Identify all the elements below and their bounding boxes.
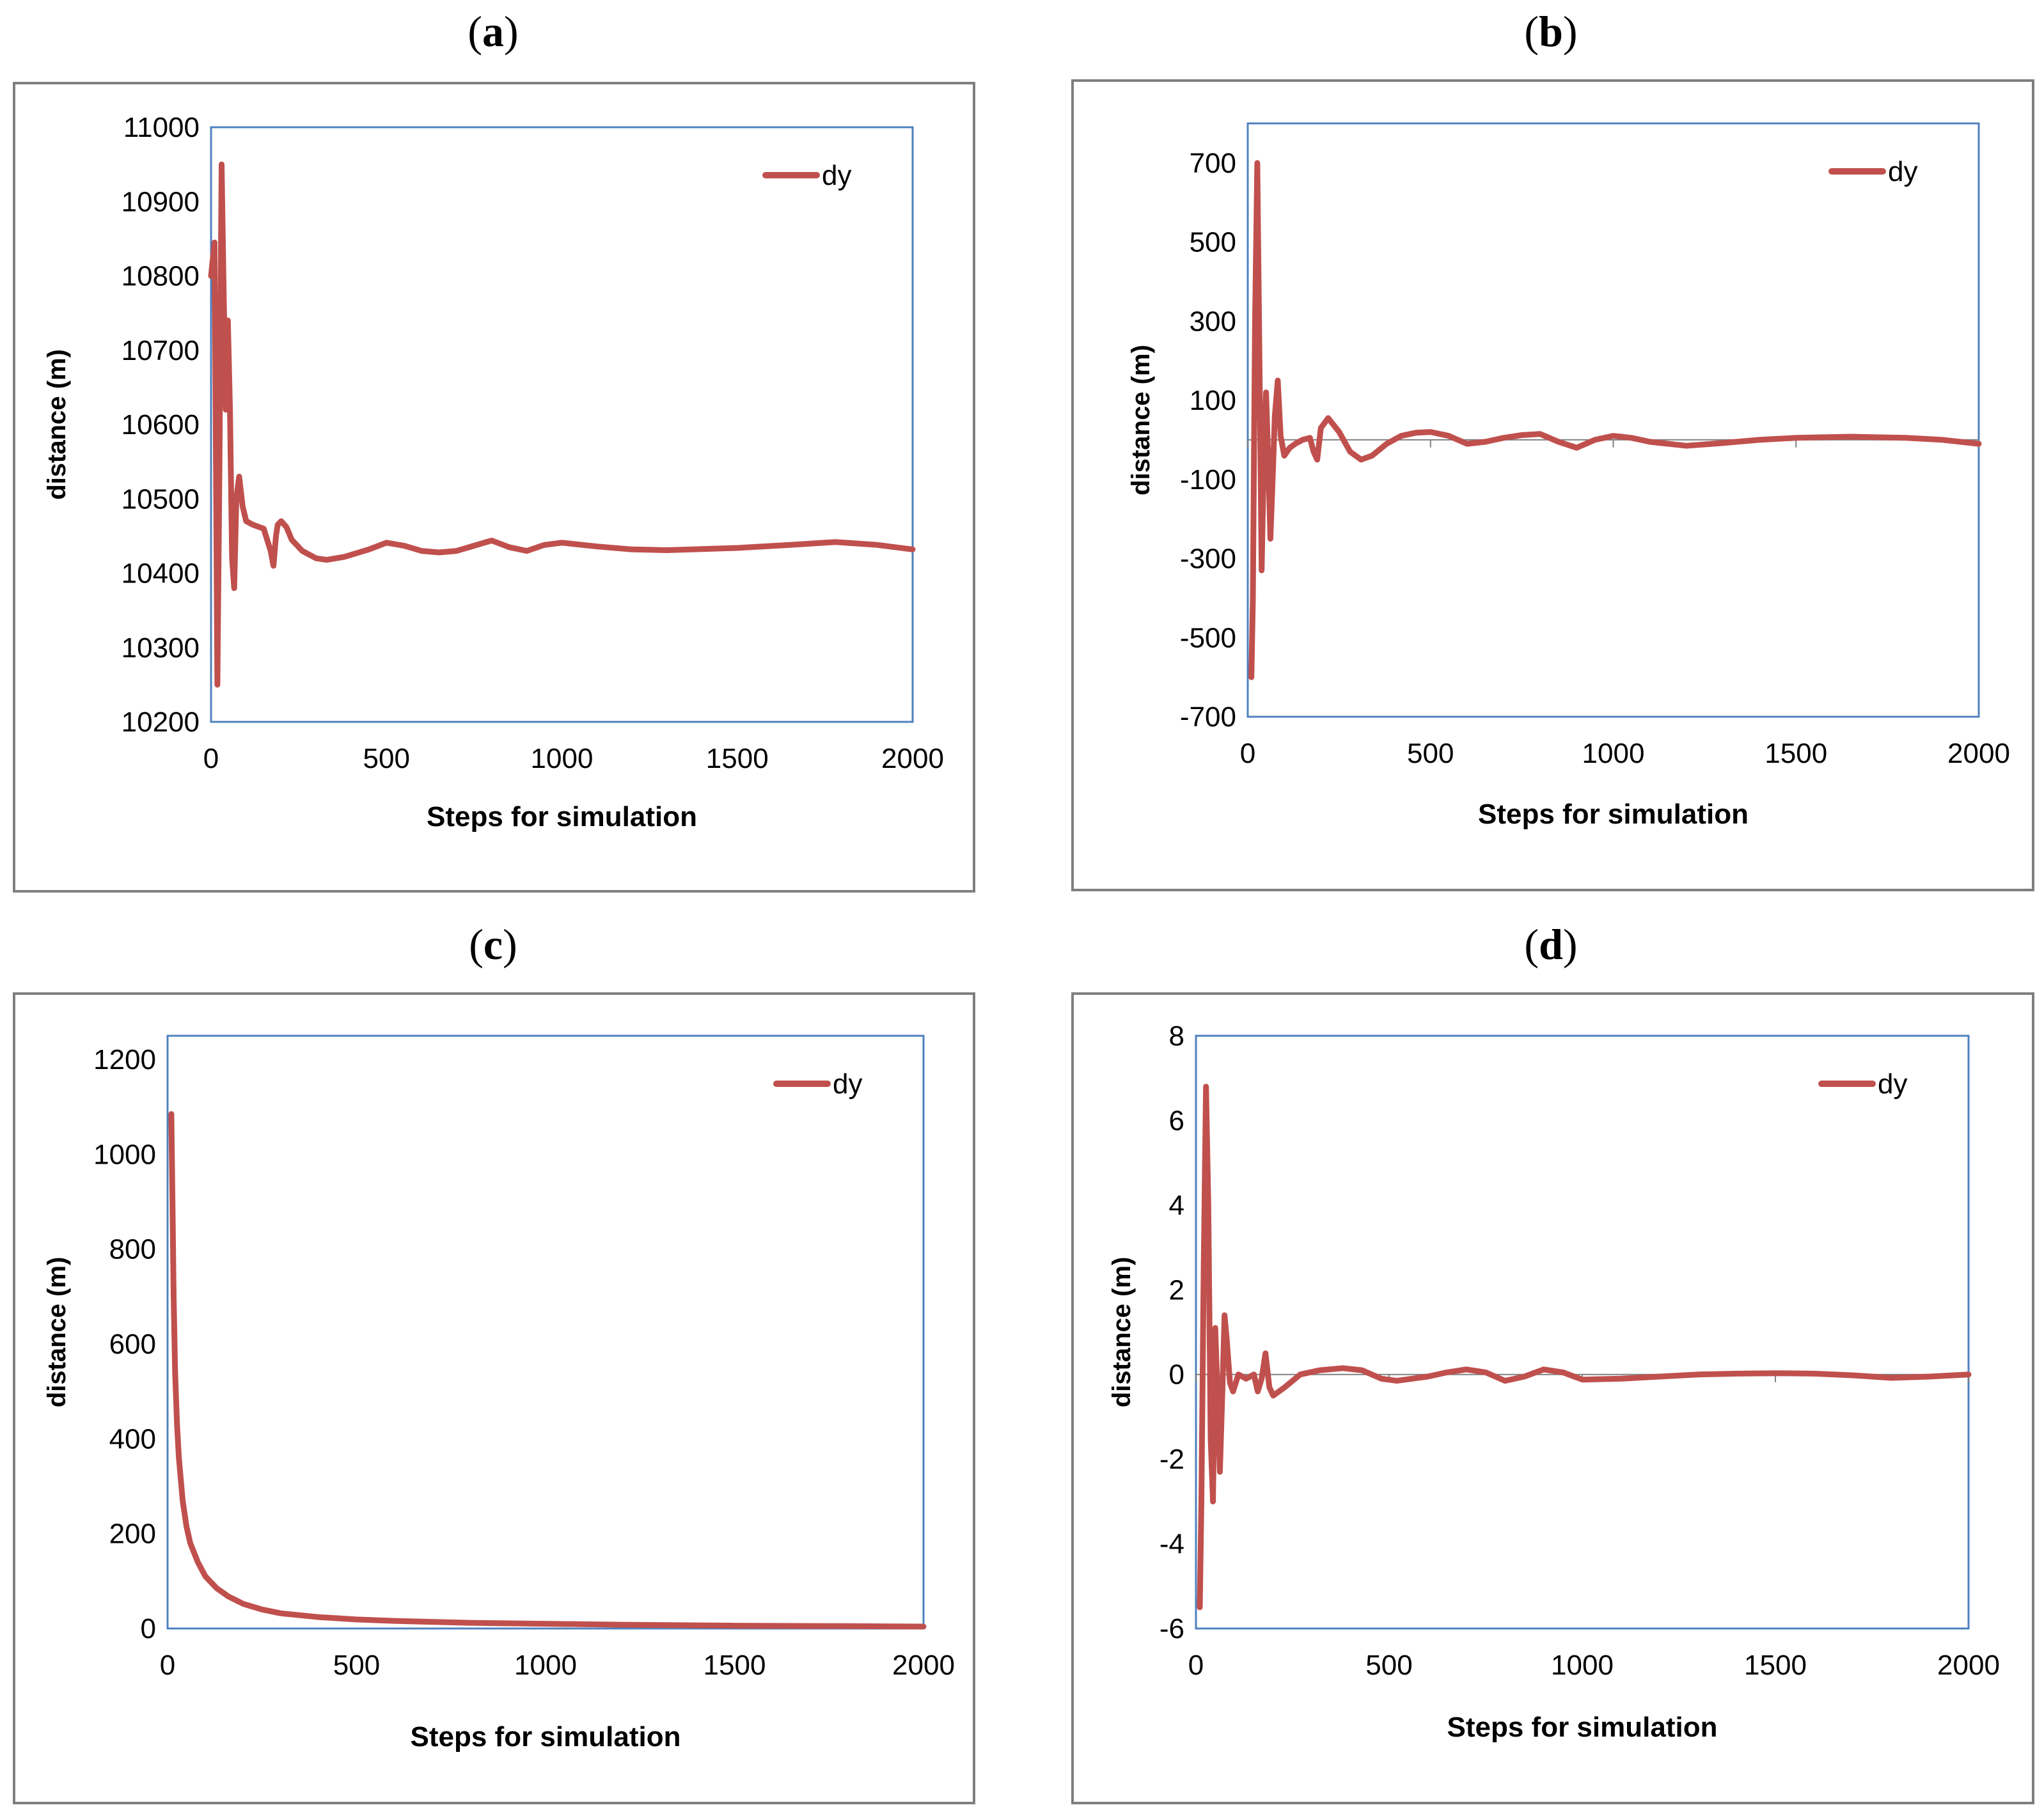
legend-label: dy: [833, 1068, 862, 1100]
x-tick-label: 0: [1240, 738, 1255, 769]
x-tick-label: 2000: [1947, 738, 2010, 769]
x-axis-title: Steps for simulation: [411, 1721, 681, 1753]
series-line-dy: [1197, 1084, 1972, 1611]
y-tick-label: 800: [109, 1234, 156, 1265]
y-axis-title: distance (m): [1108, 1257, 1136, 1408]
series-line-dy: [1248, 160, 1982, 680]
legend-label: dy: [1878, 1068, 1907, 1100]
y-tick-label: 600: [109, 1329, 156, 1360]
x-tick-label: 500: [1365, 1650, 1412, 1681]
y-tick-label: -500: [1180, 622, 1236, 653]
panel-label-a: (a): [468, 7, 519, 56]
y-tick-label: 500: [1190, 227, 1236, 258]
x-tick-label: 500: [1407, 738, 1454, 769]
y-tick-label: -700: [1180, 701, 1236, 733]
y-tick-label: 10700: [122, 335, 200, 366]
y-tick-label: 10500: [122, 483, 200, 515]
y-tick-label: 0: [1169, 1359, 1184, 1391]
chart-c: 0 200 400 600 800 1000 1200 0 500 1000 1500 2000 Ste…: [43, 1035, 955, 1753]
panel-label-c: (c): [469, 920, 517, 969]
legend-label: dy: [822, 160, 851, 191]
y-axis-title: distance (m): [1127, 345, 1155, 496]
y-tick-label: 1200: [93, 1044, 156, 1075]
y-tick-label: -100: [1180, 464, 1236, 496]
y-tick-label: -300: [1180, 543, 1236, 575]
y-tick-label: 8: [1169, 1020, 1184, 1052]
y-tick-label: 10600: [122, 409, 200, 441]
series-line-dy: [168, 1111, 927, 1630]
y-tick-label: 1000: [93, 1139, 156, 1170]
chart-frame-d: -6 -4 -2 0 2 4 6 8 0 500 1000 1500 2000 Steps for sim…: [1071, 992, 2034, 1804]
y-tick-label: 100: [1190, 385, 1236, 416]
x-tick-label: 1000: [514, 1650, 577, 1681]
x-tick-label: 1500: [1765, 738, 1827, 769]
x-tick-label: 2000: [1937, 1650, 2000, 1681]
panel-label-b: (b): [1524, 7, 1578, 56]
x-tick-label: 0: [160, 1650, 175, 1681]
plot-area: [1246, 122, 1980, 718]
chart-frame-a: 10200 10300 10400 10500 10600 10700 10800 10900…: [13, 82, 975, 893]
x-tick-label: 1000: [531, 743, 594, 774]
panel-label-d: (d): [1524, 920, 1578, 969]
y-tick-label: 11000: [123, 112, 200, 143]
y-tick-label: -2: [1160, 1444, 1184, 1475]
y-tick-label: 10800: [122, 261, 200, 292]
x-tick-label: 1500: [1744, 1650, 1807, 1681]
y-tick-label: 10300: [122, 632, 200, 664]
chart-d: -6 -4 -2 0 2 4 6 8 0 500 1000 1500 2000 Steps for sim…: [1108, 1020, 2000, 1743]
y-tick-label: 10400: [122, 558, 200, 590]
x-tick-label: 1500: [704, 1650, 766, 1681]
plot-area: [1195, 1035, 1970, 1630]
y-tick-label: 200: [109, 1519, 156, 1550]
y-tick-label: 700: [1190, 148, 1236, 179]
x-tick-label: 2000: [881, 743, 944, 774]
y-tick-label: 300: [1190, 306, 1236, 337]
x-tick-label: 500: [363, 743, 410, 774]
x-tick-label: 1500: [706, 743, 769, 774]
plot-area: [166, 1035, 925, 1630]
chart-frame-c: 0 200 400 600 800 1000 1200 0 500 1000 1500 2000 Ste…: [13, 992, 975, 1804]
x-tick-label: 1000: [1582, 738, 1645, 769]
chart-a: 10200 10300 10400 10500 10600 10700 10800 10900…: [43, 112, 944, 832]
plot-area: [210, 126, 914, 723]
y-tick-label: 6: [1169, 1105, 1184, 1136]
y-tick-label: -4: [1160, 1529, 1184, 1560]
y-tick-label: 4: [1169, 1190, 1184, 1221]
x-tick-label: 500: [333, 1650, 380, 1681]
y-tick-label: 2: [1169, 1274, 1184, 1306]
x-tick-label: 0: [203, 743, 219, 774]
x-tick-label: 2000: [892, 1650, 955, 1681]
y-axis-title: distance (m): [43, 349, 71, 500]
y-tick-label: -6: [1160, 1613, 1184, 1644]
x-tick-label: 0: [1188, 1650, 1204, 1681]
x-tick-label: 1000: [1551, 1650, 1614, 1681]
x-axis-title: Steps for simulation: [427, 801, 697, 832]
legend-label: dy: [1888, 156, 1917, 187]
y-tick-label: 0: [141, 1613, 156, 1644]
x-axis-title: Steps for simulation: [1447, 1712, 1718, 1743]
y-axis-title: distance (m): [43, 1257, 71, 1408]
chart-b: -700 -500 -300 -100 100 300 500 700 0 500 1000 1500…: [1127, 122, 2010, 830]
y-tick-label: 400: [109, 1423, 156, 1455]
y-tick-label: 10200: [122, 707, 200, 738]
series-line-dy: [208, 161, 916, 688]
chart-frame-b: -700 -500 -300 -100 100 300 500 700 0 500 1000 1500…: [1071, 79, 2034, 891]
y-tick-label: 10900: [122, 186, 200, 217]
x-axis-title: Steps for simulation: [1478, 799, 1749, 830]
